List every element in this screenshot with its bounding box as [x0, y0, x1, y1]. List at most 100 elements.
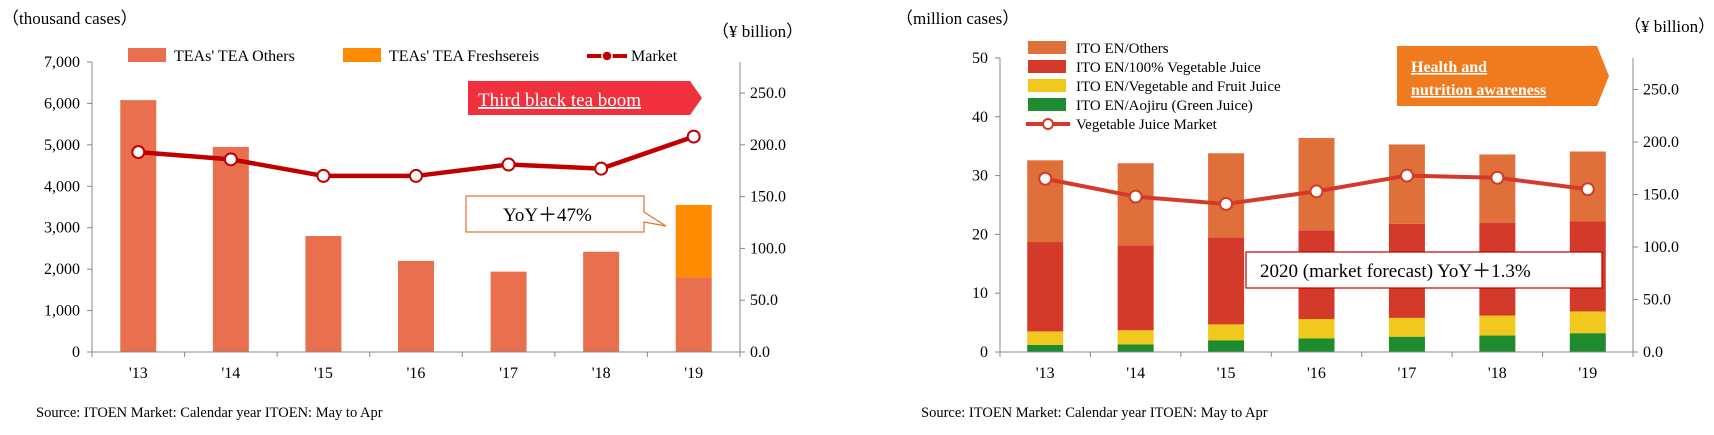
l-y2-tick-label: 100.0 [750, 240, 786, 257]
right-y-unit-label: （million cases） [896, 9, 1019, 28]
annotation-third-black-tea-boom: Third black tea boom [468, 81, 702, 115]
legend-label-ito-en-vegetable-and-fruit-juice: ITO EN/Vegetable and Fruit Juice [1076, 79, 1281, 95]
bar-ito-en-aojiru-green-juice-14 [1117, 344, 1154, 352]
r-x-tick-label: '18 [1488, 365, 1507, 382]
r-x-tick-label: '15 [1217, 365, 1236, 382]
line-point-vegetable-juice-market-15 [1219, 196, 1234, 211]
line-point-market-15 [316, 168, 331, 183]
legend-swatch-ito-en-aojiru [1028, 98, 1066, 111]
l-x-tick-label: '17 [499, 365, 518, 382]
right-vegetable-juice-market-line [1038, 168, 1595, 211]
r-x-tick-label: '13 [1036, 365, 1055, 382]
left-source-note: Source: ITOEN Market: Calendar year ITOE… [36, 405, 383, 421]
l-x-tick-label: '15 [314, 365, 333, 382]
legend-swatch-teas-tea-freshsereis [343, 48, 381, 62]
l-x-tick-label: '19 [684, 365, 703, 382]
legend-label-teas-tea-others: TEAs' TEA Others [174, 48, 295, 65]
r-y2-tick-label: 50.0 [1643, 292, 1671, 309]
l-y-tick-label: 7,000 [44, 54, 80, 71]
bar-ito-en-others-18 [1479, 154, 1516, 223]
annotation-arrow-box [1397, 46, 1609, 106]
line-point-vegetable-juice-market-17 [1399, 168, 1414, 183]
line-point-market-16 [409, 168, 423, 183]
legend-marker-market [601, 50, 613, 62]
l-y-tick-label: 4,000 [44, 178, 80, 195]
line-point-market-13 [131, 145, 146, 160]
bar-ito-en-vegetable-and-fruit-juice-14 [1117, 330, 1154, 345]
l-y2-tick-label: 50.0 [750, 292, 778, 309]
right-source-note: Source: ITOEN Market: Calendar year ITOE… [921, 405, 1268, 421]
l-y-tick-label: 0 [72, 344, 80, 361]
line-point-market-18 [594, 161, 609, 176]
r-y-tick-label: 20 [972, 226, 988, 243]
left-y2-unit-label: （¥ billion） [712, 22, 803, 41]
l-x-tick-label: '16 [407, 365, 426, 382]
left-market-line [131, 129, 701, 183]
bar-ito-en-vegetable-and-fruit-juice-13 [1027, 331, 1064, 345]
legend-swatch-ito-en-others [1028, 41, 1066, 54]
left-y-unit-label: （thousand cases） [2, 9, 138, 28]
l-y-tick-label: 1,000 [44, 303, 80, 320]
bar-ito-en-aojiru-green-juice-13 [1027, 344, 1064, 352]
annotation-yoy-47-text: YoY＋47% [503, 205, 592, 226]
bar-teas-tea-others-19 [675, 277, 712, 352]
bar-ito-en-aojiru-green-juice-15 [1208, 340, 1245, 352]
bar-ito-en-100-vegetable-juice-15 [1208, 237, 1245, 325]
left-y2-tick-labels: 0.0 50.0 100.0 150.0 200.0 250.0 [750, 85, 786, 361]
annotation-health-line-1: Health and [1411, 59, 1487, 76]
bar-teas-tea-others-15 [305, 236, 342, 352]
left-x-tick-labels: '13 '14 '15 '16 '17 '18 '19 [91, 352, 741, 382]
left-y-tick-labels: 0 1,000 2,000 3,000 4,000 5,000 6,000 7,000 [44, 54, 80, 361]
line-point-vegetable-juice-market-14 [1128, 189, 1143, 204]
r-y2-tick-label: 150.0 [1643, 187, 1679, 204]
l-y2-tick-label: 0.0 [750, 344, 770, 361]
right-y-tick-labels: 0 10 20 30 40 50 [972, 50, 988, 361]
legend-marker-vegetable-juice-market [1042, 118, 1054, 130]
bar-ito-en-vegetable-and-fruit-juice-18 [1479, 315, 1516, 336]
r-y-tick-label: 30 [972, 168, 988, 185]
annotation-2020-forecast: 2020 (market forecast) YoY＋1.3% [1245, 251, 1603, 289]
chart-right: （million cases） （¥ billion） 01020304050 … [896, 9, 1714, 421]
bar-teas-tea-others-16 [398, 260, 434, 352]
right-bars [1027, 137, 1606, 352]
legend-label-ito-en-100-vegetable-juice: ITO EN/100% Vegetable Juice [1076, 60, 1261, 76]
annotation-yoy-47: YoY＋47% [465, 195, 667, 233]
bar-ito-en-vegetable-and-fruit-juice-16 [1298, 319, 1335, 339]
legend-label-teas-tea-freshsereis: TEAs' TEA Freshsereis [389, 48, 539, 65]
bar-teas-tea-freshsereis-19 [675, 204, 712, 278]
bar-ito-en-100-vegetable-juice-14 [1117, 245, 1154, 331]
legend-swatch-ito-en-vegetable-and-fruit-juice [1028, 79, 1066, 92]
r-y2-tick-label: 100.0 [1643, 239, 1679, 256]
l-x-tick-label: '13 [129, 365, 148, 382]
l-y-tick-label: 3,000 [44, 220, 80, 237]
right-x-tick-labels: '13 '14 '15 '16 '17 '18 '19 [999, 352, 1634, 382]
annotation-arrow-box [468, 81, 702, 115]
line-point-market-19 [686, 129, 701, 144]
r-x-tick-label: '19 [1578, 365, 1597, 382]
bar-teas-tea-others-14 [212, 146, 249, 352]
annotation-health-nutrition-awareness: Health and nutrition awareness [1397, 46, 1609, 106]
legend-label-vegetable-juice-market: Vegetable Juice Market [1076, 117, 1218, 133]
l-y2-tick-label: 200.0 [750, 137, 786, 154]
r-y2-tick-label: 200.0 [1643, 134, 1679, 151]
line-point-market-17 [501, 157, 516, 172]
l-y2-tick-label: 250.0 [750, 85, 786, 102]
bar-ito-en-aojiru-green-juice-19 [1569, 333, 1606, 352]
right-y2-tick-labels: 0.0 50.0 100.0 150.0 200.0 250.0 [1643, 82, 1679, 362]
legend-label-ito-en-aojiru: ITO EN/Aojiru (Green Juice) [1076, 98, 1253, 114]
annotation-forecast-box [1245, 251, 1603, 289]
annotation-health-line-2: nutrition awareness [1411, 82, 1546, 99]
left-bars [120, 100, 712, 352]
annotation-callout-box [465, 195, 667, 233]
bar-teas-tea-others-17 [490, 271, 527, 352]
bar-ito-en-others-16 [1298, 137, 1335, 231]
legend-label-market: Market [631, 48, 678, 65]
r-y-tick-label: 10 [972, 285, 988, 302]
annotation-forecast-text: 2020 (market forecast) YoY＋1.3% [1260, 261, 1531, 282]
r-x-tick-label: '14 [1126, 365, 1145, 382]
left-y-axis-ticks [87, 61, 745, 353]
r-y2-tick-label: 250.0 [1643, 82, 1679, 99]
bar-ito-en-vegetable-and-fruit-juice-17 [1388, 317, 1425, 337]
l-x-tick-label: '14 [221, 365, 240, 382]
